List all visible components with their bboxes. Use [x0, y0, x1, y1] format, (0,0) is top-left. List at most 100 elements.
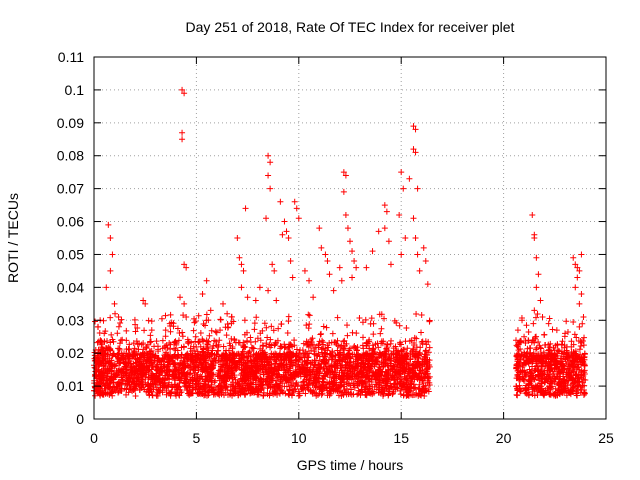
- data-point: [348, 386, 355, 393]
- data-point: [218, 375, 225, 382]
- data-point: [207, 360, 214, 367]
- data-point: [251, 326, 258, 333]
- data-point: [261, 349, 268, 356]
- data-point: [527, 345, 534, 352]
- data-point: [569, 357, 576, 364]
- data-point: [409, 351, 416, 358]
- data-point: [160, 382, 167, 389]
- data-point: [147, 381, 154, 388]
- data-point: [561, 342, 568, 349]
- data-point: [203, 345, 210, 352]
- data-point: [132, 387, 139, 394]
- data-point: [539, 313, 546, 320]
- data-point: [522, 384, 529, 391]
- data-point: [420, 244, 427, 251]
- data-point: [199, 336, 206, 343]
- data-point: [372, 361, 379, 368]
- data-point: [563, 392, 570, 399]
- data-point: [365, 363, 372, 370]
- data-point: [382, 368, 389, 375]
- data-point: [341, 387, 348, 394]
- data-point: [533, 333, 540, 340]
- data-point: [186, 389, 193, 396]
- data-point: [101, 357, 108, 364]
- data-point: [134, 341, 141, 348]
- data-point: [223, 372, 230, 379]
- data-point: [554, 371, 561, 378]
- data-point: [215, 388, 222, 395]
- data-point: [426, 344, 433, 351]
- y-tick-label: 0.07: [57, 181, 84, 197]
- data-point: [517, 346, 524, 353]
- data-point: [148, 347, 155, 354]
- data-point: [219, 376, 226, 383]
- data-point: [162, 354, 169, 361]
- data-point: [180, 365, 187, 372]
- data-point: [109, 251, 116, 258]
- data-point: [363, 373, 370, 380]
- data-point: [352, 344, 359, 351]
- data-point: [375, 228, 382, 235]
- data-point: [252, 297, 259, 304]
- data-point: [339, 376, 346, 383]
- data-point: [324, 392, 331, 399]
- data-point: [371, 384, 378, 391]
- data-point: [208, 351, 215, 358]
- data-point: [157, 358, 164, 365]
- data-point: [181, 383, 188, 390]
- data-point: [183, 264, 190, 271]
- data-point: [341, 345, 348, 352]
- data-point: [336, 264, 343, 271]
- data-point: [408, 391, 415, 398]
- data-point: [180, 312, 187, 319]
- data-point: [326, 271, 333, 278]
- y-tick-label: 0.08: [57, 148, 84, 164]
- data-point: [171, 339, 178, 346]
- data-point: [572, 284, 579, 291]
- data-point: [199, 290, 206, 297]
- data-point: [513, 391, 520, 398]
- y-tick-label: 0: [76, 411, 84, 427]
- data-point: [95, 360, 102, 367]
- data-point: [394, 375, 401, 382]
- data-point: [387, 261, 394, 268]
- data-point: [376, 311, 383, 318]
- data-point: [574, 264, 581, 271]
- data-point: [419, 340, 426, 347]
- data-point: [255, 351, 262, 358]
- data-point: [103, 284, 110, 291]
- data-point: [174, 383, 181, 390]
- data-point: [340, 169, 347, 176]
- data-point: [359, 357, 366, 364]
- data-point: [266, 362, 273, 369]
- data-point: [202, 322, 209, 329]
- data-point: [581, 334, 588, 341]
- data-point: [537, 380, 544, 387]
- data-point: [177, 294, 184, 301]
- data-point: [147, 372, 154, 379]
- data-point: [263, 215, 270, 222]
- data-point: [268, 350, 275, 357]
- data-point: [548, 383, 555, 390]
- data-point: [229, 354, 236, 361]
- data-point: [133, 378, 140, 385]
- data-point: [125, 378, 132, 385]
- data-point: [423, 371, 430, 378]
- data-point: [425, 375, 432, 382]
- data-point: [369, 248, 376, 255]
- data-point: [581, 354, 588, 361]
- data-point: [353, 351, 360, 358]
- data-point: [425, 386, 432, 393]
- data-point: [181, 90, 188, 97]
- data-point: [201, 385, 208, 392]
- data-point: [342, 358, 349, 365]
- data-point: [372, 341, 379, 348]
- data-point: [302, 350, 309, 357]
- data-point: [424, 359, 431, 366]
- data-point: [119, 355, 126, 362]
- data-point: [181, 362, 188, 369]
- data-point: [132, 371, 139, 378]
- data-point: [194, 355, 201, 362]
- data-point: [198, 360, 205, 367]
- data-point: [423, 366, 430, 373]
